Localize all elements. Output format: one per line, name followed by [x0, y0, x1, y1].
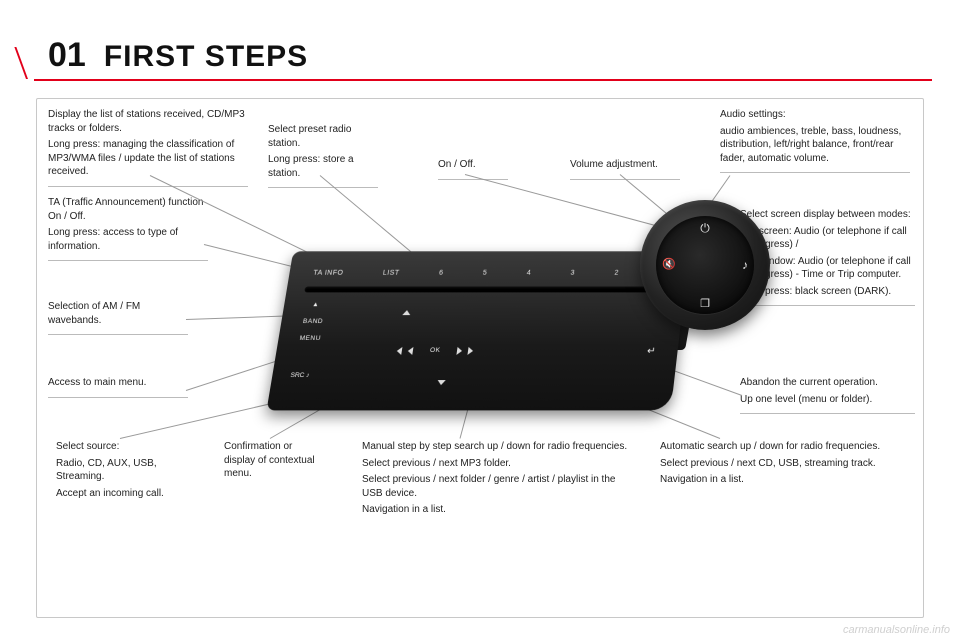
forward-icon[interactable]: [457, 346, 463, 354]
audio-panel: TA INFO LIST 6 5 4 3 2 1 ▲ BAND MENU OK …: [267, 251, 690, 410]
preset-4-button[interactable]: 4: [520, 269, 537, 278]
callout-text: Up one level (menu or folder).: [740, 393, 915, 407]
callout-text: Select previous / next MP3 folder.: [362, 457, 637, 471]
callout-text: Long press: managing the classification …: [48, 138, 248, 179]
power-icon[interactable]: ⏻: [700, 222, 710, 234]
callout-menu: Access to main menu.: [48, 376, 188, 398]
band-button[interactable]: BAND: [299, 317, 326, 326]
cd-slot[interactable]: [304, 286, 667, 292]
callout-manual-search: Manual step by step search up / down for…: [362, 440, 637, 520]
ok-button[interactable]: OK: [426, 346, 444, 355]
rewind-icon[interactable]: [407, 346, 413, 354]
callout-text: Accept an incoming call.: [56, 487, 196, 501]
callout-text: On / Off.: [438, 158, 508, 172]
callout-text: Select previous / next CD, USB, streamin…: [660, 457, 890, 471]
callout-text: Radio, CD, AUX, USB, Streaming.: [56, 457, 196, 484]
callout-text: Audio settings:: [720, 108, 910, 122]
down-button-row: [436, 372, 447, 390]
callout-text: TA (Traffic Announcement) function On / …: [48, 196, 208, 223]
watermark: carmanualsonline.info: [843, 624, 950, 636]
callout-return: Abandon the current operation. Up one le…: [740, 376, 915, 414]
preset-3-button[interactable]: 3: [564, 269, 581, 278]
src-button[interactable]: SRC ♪: [290, 372, 310, 379]
callout-text: Manual step by step search up / down for…: [362, 440, 637, 454]
eject-button[interactable]: ▲: [309, 300, 323, 309]
mute-icon[interactable]: 🔇: [662, 260, 676, 271]
return-button[interactable]: ↵: [646, 346, 656, 357]
ta-info-button[interactable]: TA INFO: [307, 269, 350, 278]
page-header: 01 FIRST STEPS: [48, 36, 912, 75]
callout-band: Selection of AM / FM wavebands.: [48, 300, 188, 335]
callout-text: Selection of AM / FM wavebands.: [48, 300, 188, 327]
down-icon[interactable]: [437, 380, 446, 385]
preset-6-button[interactable]: 6: [432, 269, 450, 278]
display-mode-icon[interactable]: ❐: [700, 299, 710, 310]
callout-volume: Volume adjustment.: [570, 158, 680, 180]
preset-row: TA INFO LIST 6 5 4 3 2 1: [307, 269, 670, 278]
callout-text: Abandon the current operation.: [740, 376, 915, 390]
callout-source: Select source: Radio, CD, AUX, USB, Stre…: [56, 440, 196, 503]
callout-text: Navigation in a list.: [362, 503, 637, 517]
callout-text: Select preset radio station.: [268, 123, 378, 150]
control-dial[interactable]: ⏻ 🔇 ♪ ❐: [640, 200, 770, 330]
callout-text: Automatic search up / down for radio fre…: [660, 440, 890, 454]
prev-icon[interactable]: [396, 346, 402, 354]
preset-5-button[interactable]: 5: [476, 269, 494, 278]
left-button-column: ▲ BAND MENU: [296, 300, 330, 343]
preset-2-button[interactable]: 2: [608, 269, 625, 278]
nav-row: OK: [396, 346, 474, 355]
callout-text: Select previous / next folder / genre / …: [362, 473, 637, 500]
callout-ok: Confirmation or display of contextual me…: [224, 440, 324, 484]
callout-text: Display the list of stations received, C…: [48, 108, 248, 135]
next-icon[interactable]: [468, 346, 474, 354]
callout-text: Navigation in a list.: [660, 473, 890, 487]
up-button-row: [402, 310, 411, 315]
callout-text: Confirmation or display of contextual me…: [224, 440, 324, 481]
callout-audio-settings: Audio settings: audio ambiences, treble,…: [720, 108, 910, 173]
callout-text: Long press: store a station.: [268, 153, 378, 180]
callout-text: Long press: access to type of informatio…: [48, 226, 208, 253]
menu-button[interactable]: MENU: [296, 334, 325, 343]
page-title: FIRST STEPS: [104, 40, 308, 74]
callout-text: audio ambiences, treble, bass, loudness,…: [720, 125, 910, 166]
callout-list-button: Display the list of stations received, C…: [48, 108, 248, 187]
callout-ta-info: TA (Traffic Announcement) function On / …: [48, 196, 208, 261]
up-icon[interactable]: [402, 310, 411, 315]
callout-text: Access to main menu.: [48, 376, 188, 390]
section-number: 01: [48, 36, 86, 75]
list-button[interactable]: LIST: [376, 269, 406, 278]
music-icon[interactable]: ♪: [742, 259, 748, 271]
callout-text: Volume adjustment.: [570, 158, 680, 172]
callout-auto-search: Automatic search up / down for radio fre…: [660, 440, 890, 490]
callout-text: Select source:: [56, 440, 196, 454]
